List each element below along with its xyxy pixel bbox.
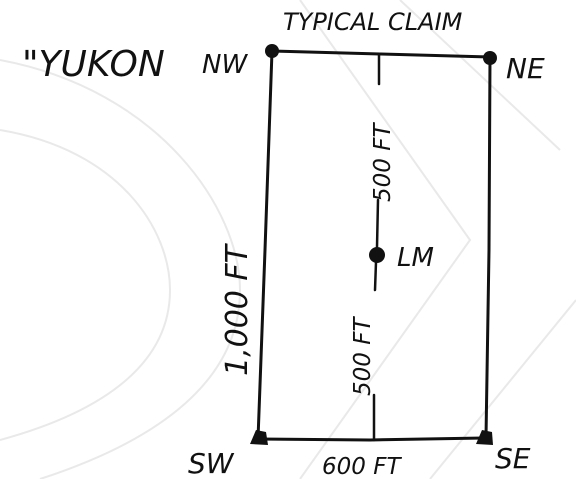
corner-label-sw: SW (188, 447, 235, 479)
corner-label-ne: NE (506, 52, 545, 85)
north-boundary-line (270, 49, 492, 59)
south-boundary-line (256, 436, 486, 442)
dimension-lower-half: 500 FT (350, 316, 376, 396)
location-monument-marker (369, 247, 385, 263)
dimension-width: 600 FT (322, 454, 402, 479)
claim-boundary (256, 49, 492, 442)
se-corner-post (476, 430, 493, 445)
heading-yukon: "YUKON (22, 44, 165, 85)
center-marker-label: LM (397, 243, 434, 273)
east-boundary-line (484, 55, 492, 439)
west-boundary-line (256, 49, 274, 441)
corner-label-nw: NW (202, 50, 248, 80)
ne-corner-post (483, 51, 497, 65)
center-line (372, 53, 381, 442)
dimension-upper-half: 500 FT (370, 122, 396, 202)
nw-corner-post (265, 44, 279, 58)
corner-label-se: SE (495, 442, 531, 475)
dimension-length: 1,000 FT (220, 242, 255, 376)
sw-corner-post (250, 430, 268, 445)
heading-typical-claim: TYPICAL CLAIM (283, 8, 463, 36)
